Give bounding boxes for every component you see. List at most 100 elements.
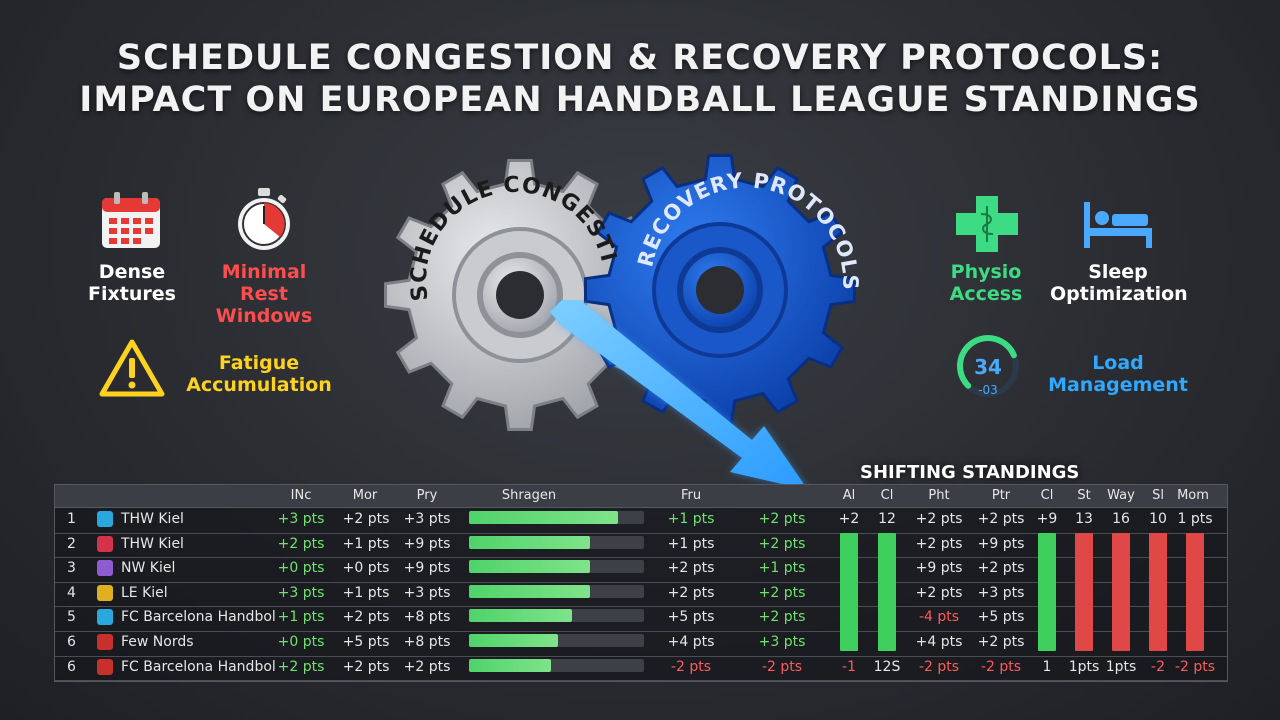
table-header: INc Mor Pry Shragen Fru Al Cl Pht Ptr Cl St Way Sl Mo… <box>55 485 1227 508</box>
rank-cell: 4 <box>67 584 76 601</box>
standing-shift-bar <box>1149 533 1167 651</box>
team-logo-icon <box>97 560 113 577</box>
table-cell: 10 <box>1149 511 1167 527</box>
table-cell: -2 pts <box>918 658 960 675</box>
feature-label-line1: Dense <box>98 261 166 283</box>
table-cell: +2 pts <box>758 609 806 626</box>
table-cell: +2 pts <box>342 658 390 675</box>
table-cell: +1 pts <box>277 609 325 626</box>
column-header: Ptr <box>991 488 1011 503</box>
rank-cell: 6 <box>67 634 76 650</box>
column-header: Mom <box>1177 488 1209 503</box>
standing-shift-bar <box>840 533 858 651</box>
table-cell: +2 pts <box>667 584 715 601</box>
table-cell: 1 <box>1042 658 1052 675</box>
trend-arrow <box>550 300 808 490</box>
feature-label-line2: Management <box>1048 374 1188 396</box>
standings-table: INc Mor Pry Shragen Fru Al Cl Pht Ptr Cl St Way Sl Mo… <box>54 484 1228 682</box>
rank-cell: 3 <box>67 560 76 577</box>
team-logo-icon <box>97 535 113 552</box>
table-cell: +2 pts <box>758 584 806 601</box>
table-cell: -2 pts <box>761 658 803 675</box>
table-cell: +2 pts <box>342 609 390 626</box>
table-cell: +8 pts <box>403 609 451 626</box>
table-cell: +3 pts <box>403 511 451 527</box>
progress-bar <box>469 511 618 524</box>
feature-label-line2: Accumulation <box>186 374 332 396</box>
column-header: Way <box>1107 488 1135 503</box>
table-row: 3 NW Kiel +0 pts +0 pts +9 pts +2 pts +1 pts +9… <box>55 557 1227 583</box>
standing-shift-bar <box>1038 533 1056 651</box>
table-cell: +2 pts <box>342 511 390 527</box>
table-cell: +0 pts <box>277 634 325 650</box>
table-cell: -2 pts <box>1174 658 1216 675</box>
table-cell: +5 pts <box>342 634 390 650</box>
table-cell: +5 pts <box>667 609 715 626</box>
table-row: 2 THW Kiel +2 pts +1 pts +9 pts +1 pts +2 pts +… <box>55 533 1227 559</box>
table-cell: +4 pts <box>915 634 963 650</box>
progress-bar <box>469 535 590 549</box>
table-cell: -2 pts <box>980 658 1022 675</box>
gear-schedule-congestion <box>384 159 656 431</box>
table-cell: 12S <box>873 658 901 675</box>
table-cell: +1 pts <box>667 535 715 552</box>
table-cell: +3 pts <box>277 584 325 601</box>
medical-cross-icon <box>956 196 1018 252</box>
column-header: Sl <box>1152 488 1164 503</box>
table-cell: +2 pts <box>915 584 963 601</box>
table-cell: +2 pts <box>977 634 1025 650</box>
table-cell: 12 <box>878 511 896 527</box>
table-cell: +1 pts <box>342 535 390 552</box>
table-cell: +2 pts <box>977 511 1025 527</box>
bed-icon <box>1084 202 1152 248</box>
gears-illustration: SCHEDULE CONGESTION RECOVERY PROTOCOLS <box>380 150 861 431</box>
table-cell: +9 pts <box>403 535 451 552</box>
table-cell: 16 <box>1112 511 1130 527</box>
feature-label-line2: Fixtures <box>88 283 176 305</box>
rank-cell: 2 <box>67 535 76 552</box>
table-cell: -1 <box>842 658 856 675</box>
team-logo-icon <box>97 609 113 626</box>
feature-label-line1: Sleep <box>1088 261 1148 283</box>
table-cell: +9 <box>1036 511 1058 527</box>
table-cell: +5 pts <box>977 609 1025 626</box>
table-row: 6 FC Barcelona Handbol +2 pts +2 pts +2 pts -… <box>55 656 1227 682</box>
standing-shift-bar <box>878 533 896 651</box>
table-cell: +9 pts <box>403 560 451 577</box>
table-cell: +3 pts <box>403 584 451 601</box>
feature-label-line2: Optimization <box>1050 283 1188 305</box>
team-name: THW Kiel <box>121 511 184 527</box>
progress-bar <box>469 609 573 623</box>
table-row: 5 FC Barcelona Handbol +1 pts +2 pts +8 pts +… <box>55 606 1227 632</box>
feature-label-line1: Minimal <box>221 261 307 283</box>
table-cell: +1 pts <box>667 511 715 527</box>
table-cell: +2 pts <box>277 535 325 552</box>
table-cell: -4 pts <box>918 609 960 626</box>
table-cell: +0 pts <box>342 560 390 577</box>
table-cell: 1pts <box>1105 658 1137 675</box>
column-header: Al <box>842 488 856 503</box>
table-row: 4 LE Kiel +3 pts +1 pts +3 pts +2 pts +2 pts +2… <box>55 582 1227 608</box>
progress-bar <box>469 658 552 672</box>
table-cell: +1 pts <box>342 584 390 601</box>
progress-bar <box>469 634 559 647</box>
table-cell: +0 pts <box>277 560 325 577</box>
column-header: Cl <box>1040 488 1054 503</box>
table-cell: +3 pts <box>277 511 325 527</box>
team-name: NW Kiel <box>121 560 176 577</box>
table-cell: +2 pts <box>277 658 325 675</box>
gauge-icon: 34 -03 <box>957 335 1019 397</box>
progress-bar <box>469 560 590 574</box>
table-row: 1 THW Kiel +3 pts +2 pts +3 pts +1 pts +2 pts +… <box>55 508 1227 534</box>
column-header: Mor <box>352 488 378 503</box>
gauge-sub: -03 <box>978 383 998 397</box>
column-header: Fru <box>680 488 702 503</box>
table-cell: +9 pts <box>977 535 1025 552</box>
team-name: FC Barcelona Handbol <box>121 609 276 626</box>
table-cell: +2 pts <box>915 535 963 552</box>
table-cell: 1pts <box>1068 658 1100 675</box>
progress-bar <box>469 584 590 598</box>
table-cell: +2 pts <box>758 511 806 527</box>
table-cell: +1 pts <box>758 560 806 577</box>
team-name: LE Kiel <box>121 584 168 601</box>
